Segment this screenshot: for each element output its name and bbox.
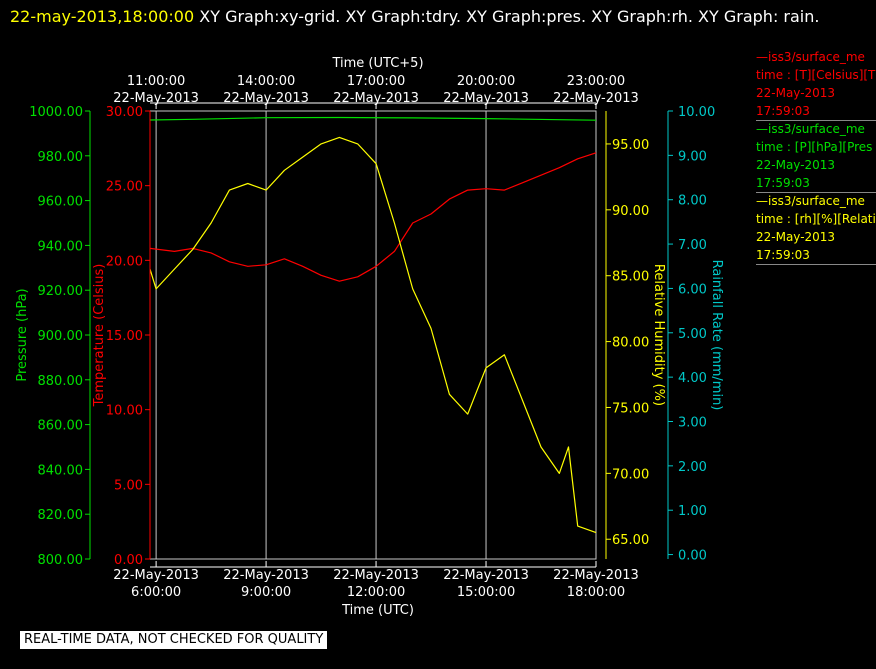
series-layer xyxy=(149,116,597,534)
pressure-tick-label-8: 960.00 xyxy=(38,195,84,210)
legend-entry-line1: —iss3/surface_me xyxy=(756,194,865,208)
title-graph-list: XY Graph:xy-grid. XY Graph:tdry. XY Grap… xyxy=(194,7,820,26)
bottom-tick-label-date-4: 22-May-2013 xyxy=(553,568,639,583)
top-axis-title: Time (UTC+5) xyxy=(331,56,423,71)
humidity-tick-label-5: 90.00 xyxy=(612,204,649,219)
rain-tick-label-5: 5.00 xyxy=(678,327,707,342)
bottom-tick-label-date-0: 22-May-2013 xyxy=(113,568,199,583)
legend-separator xyxy=(756,192,876,193)
series-pressure xyxy=(149,116,597,121)
pressure-tick-label-9: 980.00 xyxy=(38,150,84,165)
legend-entry-line3: 22-May-2013 xyxy=(756,230,836,244)
bottom-tick-label-time-3: 15:00:00 xyxy=(457,585,515,600)
pressure-tick-label-3: 860.00 xyxy=(38,419,84,434)
humidity-tick-label-2: 75.00 xyxy=(612,401,649,416)
temperature-tick-label-1: 5.00 xyxy=(114,478,143,493)
temperature-tick-label-3: 15.00 xyxy=(106,329,143,344)
legend-entry-line1: —iss3/surface_me xyxy=(756,122,865,136)
bottom-tick-label-date-2: 22-May-2013 xyxy=(333,568,419,583)
pressure-axis-title: Pressure (hPa) xyxy=(15,288,30,381)
humidity-tick-label-3: 80.00 xyxy=(612,336,649,351)
rain-tick-label-1: 1.00 xyxy=(678,504,707,519)
pressure-tick-label-6: 920.00 xyxy=(38,284,84,299)
temperature-tick-label-4: 20.00 xyxy=(106,254,143,269)
rain-tick-label-10: 10.00 xyxy=(678,105,715,120)
temperature-axis-title: Temperature (Celsius) xyxy=(92,264,107,408)
temperature-tick-label-0: 0.00 xyxy=(114,553,143,568)
top-tick-label-date-4: 22-May-2013 xyxy=(553,91,639,106)
legend-entry-line3: 22-May-2013 xyxy=(756,86,836,100)
plot-frame xyxy=(149,110,597,560)
humidity-tick-label-0: 65.00 xyxy=(612,533,649,548)
humidity-tick-label-6: 95.00 xyxy=(612,138,649,153)
legend-separator xyxy=(756,264,876,265)
bottom-tick-label-time-1: 9:00:00 xyxy=(241,585,291,600)
graph-title: 22-may-2013,18:00:00 XY Graph:xy-grid. X… xyxy=(10,2,870,32)
rain-tick-label-6: 6.00 xyxy=(678,282,707,297)
legend-entry-line4: 17:59:03 xyxy=(756,176,810,190)
pressure-tick-label-0: 800.00 xyxy=(38,553,84,568)
bottom-tick-label-time-2: 12:00:00 xyxy=(347,585,405,600)
legend-entry-line4: 17:59:03 xyxy=(756,104,810,118)
top-tick-label-time-3: 20:00:00 xyxy=(457,74,515,89)
bottom-tick-label-time-0: 6:00:00 xyxy=(131,585,181,600)
top-tick-label-time-4: 23:00:00 xyxy=(567,74,625,89)
legend-entry-line4: 17:59:03 xyxy=(756,248,810,262)
humidity-axis-title: Relative Humidity (%) xyxy=(651,264,666,406)
top-tick-label-date-2: 22-May-2013 xyxy=(333,91,419,106)
top-tick-label-date-3: 22-May-2013 xyxy=(443,91,529,106)
top-tick-label-time-2: 17:00:00 xyxy=(347,74,405,89)
humidity-tick-label-1: 70.00 xyxy=(612,467,649,482)
legend-entry-line2: time : [P][hPa][Pres xyxy=(756,140,873,154)
top-tick-label-time-1: 14:00:00 xyxy=(237,74,295,89)
pressure-tick-label-10: 1000.00 xyxy=(29,105,83,120)
legend-entry-line2: time : [rh][%][Relati xyxy=(756,212,876,226)
legend-entry-line3: 22-May-2013 xyxy=(756,158,836,172)
rain-tick-label-0: 0.00 xyxy=(678,549,707,564)
bottom-tick-label-date-3: 22-May-2013 xyxy=(443,568,529,583)
pressure-tick-label-4: 880.00 xyxy=(38,374,84,389)
series-humidity xyxy=(149,136,597,534)
quality-banner: REAL-TIME DATA, NOT CHECKED FOR QUALITY xyxy=(20,631,328,649)
humidity-tick-label-4: 85.00 xyxy=(612,270,649,285)
rain-tick-label-4: 4.00 xyxy=(678,371,707,386)
bottom-tick-label-time-4: 18:00:00 xyxy=(567,585,625,600)
legend-entry-line2: time : [T][Celsius][T xyxy=(756,68,876,82)
bottom-axis-title: Time (UTC) xyxy=(341,603,414,618)
pressure-tick-label-2: 840.00 xyxy=(38,463,84,478)
grid-lines xyxy=(149,110,597,560)
legend-entry-line1: —iss3/surface_me xyxy=(756,50,865,64)
rain-tick-label-3: 3.00 xyxy=(678,415,707,430)
top-tick-label-date-1: 22-May-2013 xyxy=(223,91,309,106)
pressure-tick-label-5: 900.00 xyxy=(38,329,84,344)
pressure-tick-label-7: 940.00 xyxy=(38,239,84,254)
top-tick-label-date-0: 22-May-2013 xyxy=(113,91,199,106)
legend-separator xyxy=(756,120,876,121)
rain-tick-label-7: 7.00 xyxy=(678,238,707,253)
rain-tick-label-2: 2.00 xyxy=(678,460,707,475)
rain-tick-label-9: 9.00 xyxy=(678,149,707,164)
temperature-tick-label-6: 30.00 xyxy=(106,105,143,120)
title-timestamp: 22-may-2013,18:00:00 xyxy=(10,7,195,26)
axes: 11:00:00 22-May-2013 14:00:00 22-May-2013 17… xyxy=(15,56,724,618)
rain-tick-label-8: 8.00 xyxy=(678,194,707,209)
rain-axis-title: Rainfall Rate (mm/min) xyxy=(709,260,724,411)
pressure-tick-label-1: 820.00 xyxy=(38,508,84,523)
series-temperature xyxy=(149,152,597,282)
temperature-tick-label-5: 25.00 xyxy=(106,180,143,195)
temperature-tick-label-2: 10.00 xyxy=(106,404,143,419)
top-tick-label-time-0: 11:00:00 xyxy=(127,74,185,89)
bottom-tick-label-date-1: 22-May-2013 xyxy=(223,568,309,583)
